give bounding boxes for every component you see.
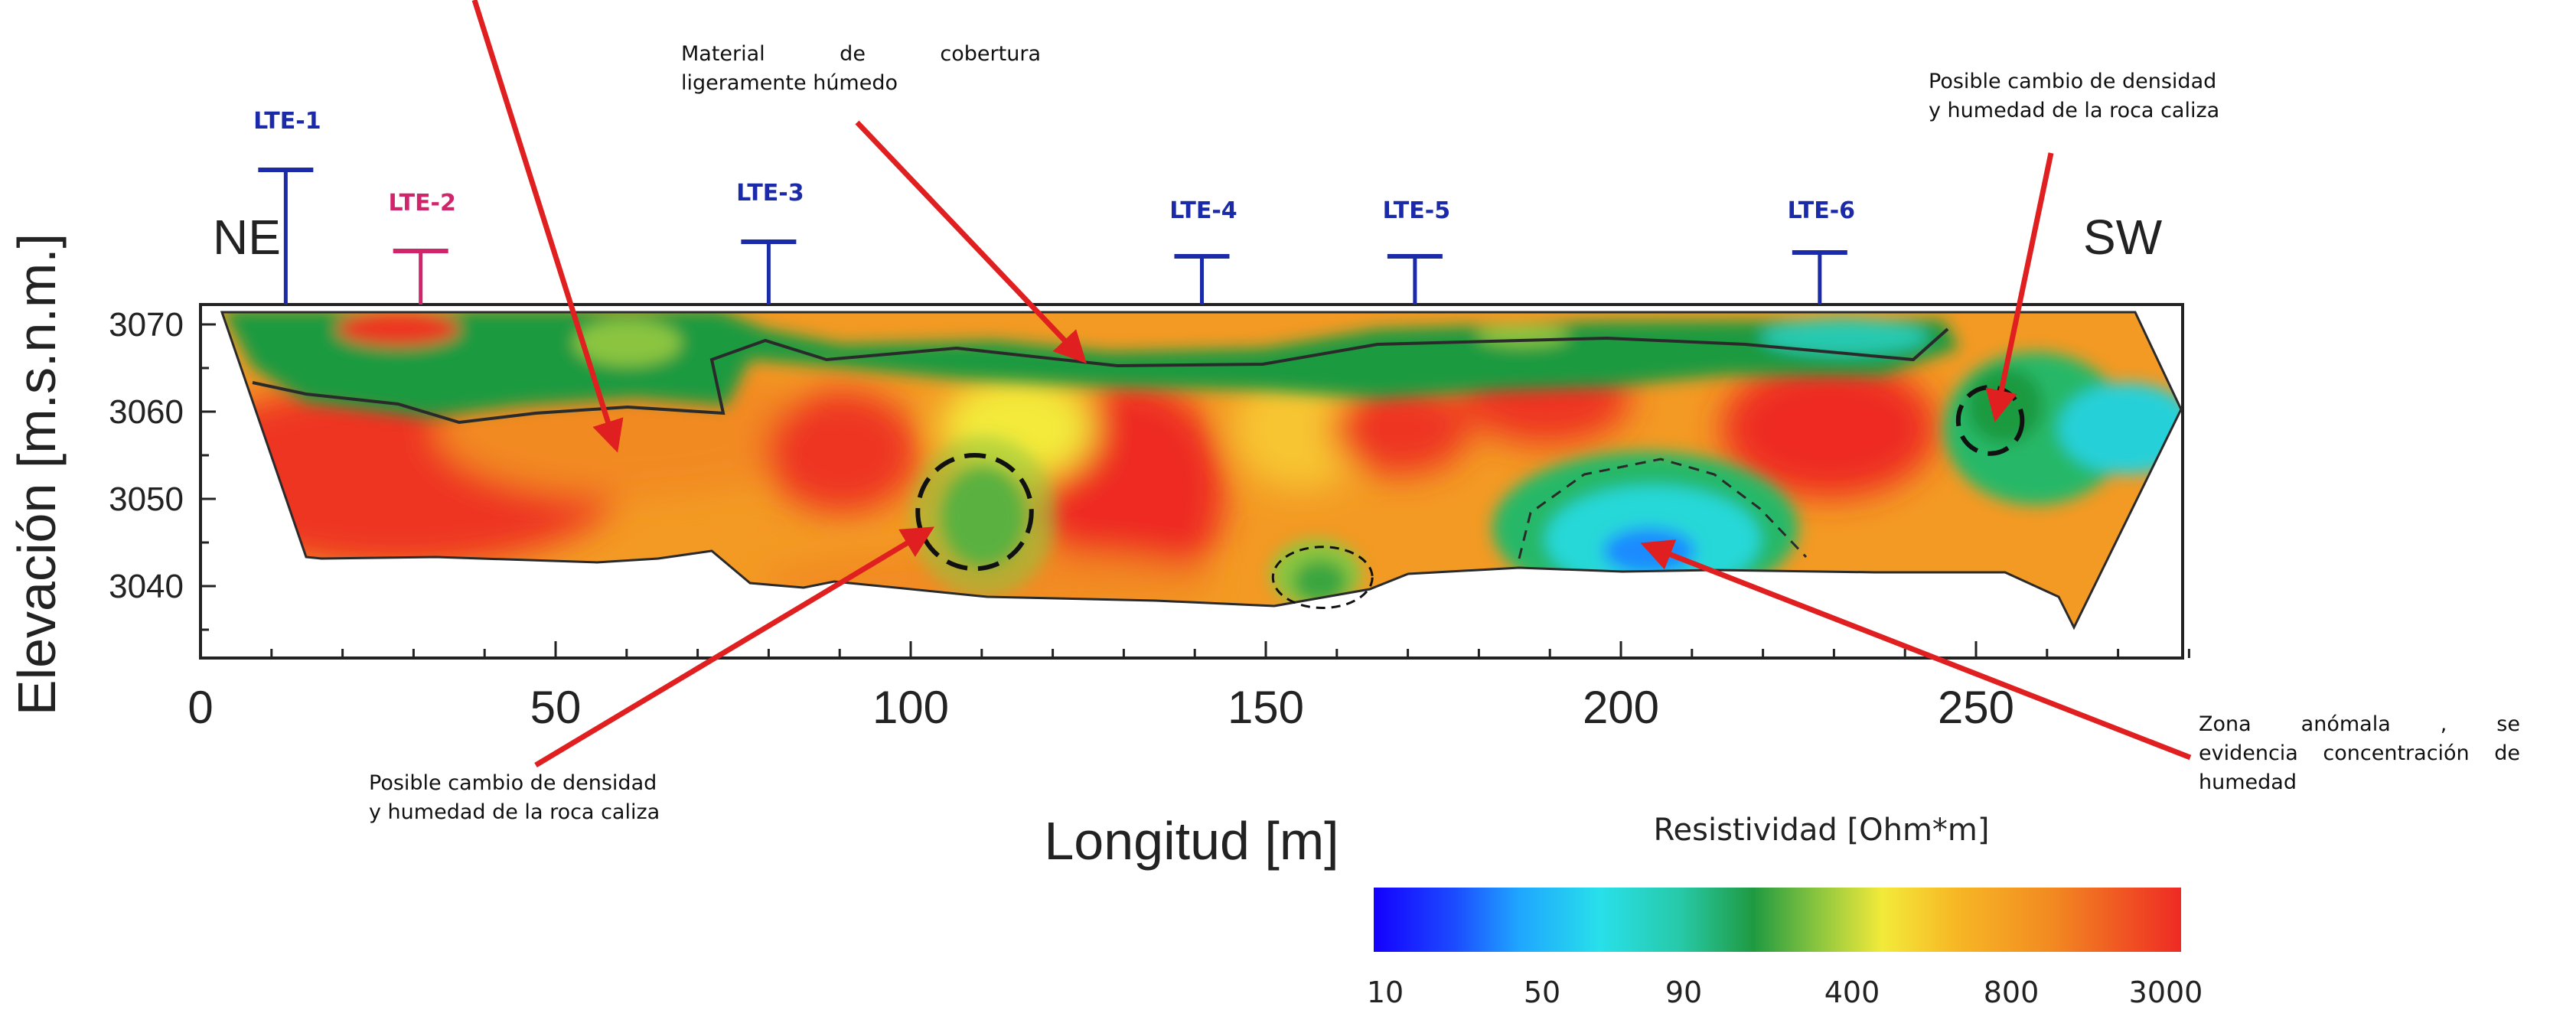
annotation-cover-line-2: ligeramente húmedo: [681, 71, 898, 95]
anomaly-markers: [915, 385, 2025, 609]
x-tick-label: 0: [187, 682, 213, 733]
survey-line-label: LTE-6: [1788, 197, 1855, 224]
arrow-cover: [855, 120, 1087, 364]
y-tick-label: 3040: [109, 568, 184, 605]
annotation-anomaly-zone-line-2: evidencia concentración de: [2199, 741, 2520, 765]
y-tick-label: 3050: [109, 481, 184, 518]
survey-line-lte-6: LTE-6: [1788, 197, 1855, 305]
direction-sw-label: SW: [2083, 210, 2163, 265]
survey-lines: LTE-1 LTE-2 LTE-3 LTE-4 LTE-5 LTE-6: [253, 108, 1855, 305]
annotation-anomaly-zone-line-1: Zona anómala , se: [2199, 712, 2520, 736]
arrow-anomaly-zone: [1640, 539, 2192, 761]
section-contours: [220, 311, 2183, 629]
anomaly-circle: [915, 453, 1034, 572]
arrow-density-top: [1985, 152, 2054, 422]
colorbar: Resistividad [Ohm*m] 10 50 90 400 800 3000: [1367, 813, 2203, 1009]
annotation-anomaly-zone: Zona anómala , se evidencia concentració…: [2199, 710, 2520, 797]
annotation-arrows: [471, 0, 2192, 768]
colorbar-tick-label: 400: [1824, 976, 1880, 1009]
x-tick-label: 250: [1938, 682, 2014, 733]
colorbar-tick-label: 800: [1984, 976, 2040, 1009]
annotation-anomaly-zone-line-3: humedad: [2199, 771, 2297, 794]
survey-line-label: LTE-4: [1169, 197, 1237, 224]
survey-line-lte-1: LTE-1: [253, 108, 321, 305]
colorbar-title: Resistividad [Ohm*m]: [1654, 813, 1990, 848]
x-tick-label: 50: [530, 682, 582, 733]
colorbar-tick-label: 10: [1367, 976, 1404, 1009]
x-tick-label: 150: [1228, 682, 1304, 733]
annotation-density-bottom-line-2: y humedad de la roca caliza: [369, 800, 660, 824]
x-tick-label: 100: [872, 682, 949, 733]
y-tick-label: 3070: [109, 306, 184, 344]
arrow-top-left: [471, 0, 624, 453]
colorbar-tick-label: 90: [1665, 976, 1702, 1009]
direction-ne-label: NE: [213, 210, 281, 265]
y-axis-title: Elevación [m.s.n.m.]: [7, 233, 67, 715]
annotation-density-top-line-1: Posible cambio de densidad: [1929, 70, 2217, 93]
survey-line-lte-5: LTE-5: [1383, 197, 1450, 305]
annotation-density-top: Posible cambio de densidad y humedad de …: [1929, 67, 2327, 125]
axes: 0 50 100 150 200 250 3040 3050 3060 3070: [109, 306, 2190, 733]
annotation-density-top-line-2: y humedad de la roca caliza: [1929, 99, 2220, 122]
annotation-density-bottom-line-1: Posible cambio de densidad: [369, 771, 657, 795]
colorbar-tick-label: 50: [1524, 976, 1560, 1009]
annotation-cover: Material de cobertura ligeramente húmedo: [681, 40, 1041, 98]
arrow-density-bottom: [534, 526, 935, 768]
plot-frame: [199, 303, 2184, 660]
survey-line-lte-2: LTE-2: [388, 190, 456, 305]
survey-line-label: LTE-3: [736, 180, 804, 207]
anomaly-circle: [1955, 385, 2025, 456]
survey-line-lte-3: LTE-3: [736, 180, 804, 305]
y-tick-label: 3060: [109, 393, 184, 431]
survey-line-label: LTE-1: [253, 108, 321, 135]
x-tick-label: 200: [1583, 682, 1659, 733]
anomaly-circle: [1271, 546, 1374, 609]
survey-line-lte-4: LTE-4: [1169, 197, 1237, 305]
x-axis-title: Longitud [m]: [1044, 811, 1339, 871]
survey-line-label: LTE-2: [388, 190, 455, 217]
annotation-cover-line-1: Material de cobertura: [681, 42, 1041, 66]
survey-line-label: LTE-5: [1383, 197, 1450, 224]
annotation-density-bottom: Posible cambio de densidad y humedad de …: [369, 769, 767, 827]
colorbar-tick-label: 3000: [2129, 976, 2203, 1009]
